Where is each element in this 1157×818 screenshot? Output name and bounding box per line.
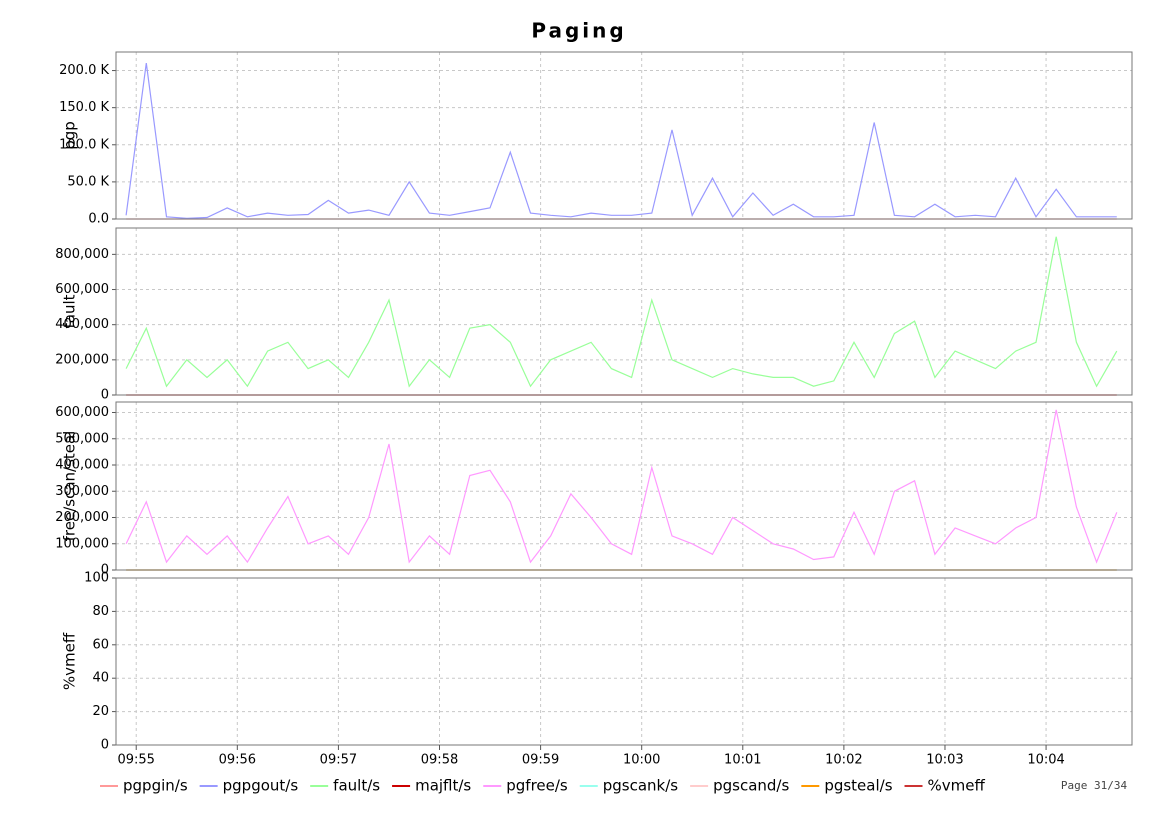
legend-label: pgscand/s xyxy=(713,777,789,795)
series-line xyxy=(125,409,1118,564)
x-tick-label: 10:03 xyxy=(926,753,963,768)
y-tick-label: 0 xyxy=(101,563,109,578)
series-line xyxy=(125,63,1117,219)
y-tick-label: 200,000 xyxy=(55,352,109,367)
y-tick-label: 100 xyxy=(84,571,109,586)
y-tick-label: 200,000 xyxy=(55,510,109,525)
legend-label: pgpgout/s xyxy=(223,777,299,795)
legend-label: majflt/s xyxy=(415,777,471,795)
series-line xyxy=(125,236,1118,388)
y-tick-label: 100.0 K xyxy=(59,137,109,152)
y-tick-label: 800,000 xyxy=(55,247,109,262)
x-tick-label: 10:02 xyxy=(825,753,862,768)
y-tick-label: 500,000 xyxy=(55,431,109,446)
panel-frame xyxy=(115,577,1133,746)
y-tick-label: 50.0 K xyxy=(67,174,109,189)
legend-label: %vmeff xyxy=(928,777,986,795)
y-tick-label: 20 xyxy=(92,704,109,719)
panel-frame xyxy=(115,227,1133,396)
legend-label: fault/s xyxy=(333,777,380,795)
y-axis-label: fault xyxy=(61,294,79,328)
y-axis-label: %vmeff xyxy=(61,632,79,690)
panel-frame xyxy=(115,401,1133,571)
x-tick-label: 10:00 xyxy=(623,753,660,768)
y-tick-label: 80 xyxy=(92,604,109,619)
x-tick-label: 09:57 xyxy=(320,753,357,768)
legend-label: pgscank/s xyxy=(603,777,679,795)
panel-frame xyxy=(115,51,1133,220)
x-tick-label: 09:56 xyxy=(219,753,256,768)
x-tick-label: 09:59 xyxy=(522,753,559,768)
y-tick-label: 0 xyxy=(101,738,109,753)
x-tick-label: 09:58 xyxy=(421,753,458,768)
y-tick-label: 40 xyxy=(92,671,109,686)
legend-label: pgpgin/s xyxy=(123,777,188,795)
y-tick-label: 600,000 xyxy=(55,282,109,297)
y-tick-label: 60 xyxy=(92,637,109,652)
y-axis-label: pgp xyxy=(61,121,79,150)
legend-label: pgsteal/s xyxy=(824,777,892,795)
y-axis-label: free/scan/steal xyxy=(61,431,79,542)
y-tick-label: 300,000 xyxy=(55,484,109,499)
y-tick-label: 0.0 xyxy=(88,212,109,227)
chart-title: Paging xyxy=(531,19,626,43)
page-footer: Page 31/34 xyxy=(1061,779,1128,792)
y-tick-label: 100,000 xyxy=(55,536,109,551)
x-tick-label: 10:01 xyxy=(724,753,761,768)
y-tick-label: 400,000 xyxy=(55,458,109,473)
legend-label: pgfree/s xyxy=(506,777,568,795)
x-tick-label: 09:55 xyxy=(117,753,154,768)
y-tick-label: 150.0 K xyxy=(59,100,109,115)
y-tick-label: 200.0 K xyxy=(59,63,109,78)
y-tick-label: 600,000 xyxy=(55,405,109,420)
y-tick-label: 400,000 xyxy=(55,317,109,332)
y-tick-label: 0 xyxy=(101,388,109,403)
x-tick-label: 10:04 xyxy=(1027,753,1064,768)
